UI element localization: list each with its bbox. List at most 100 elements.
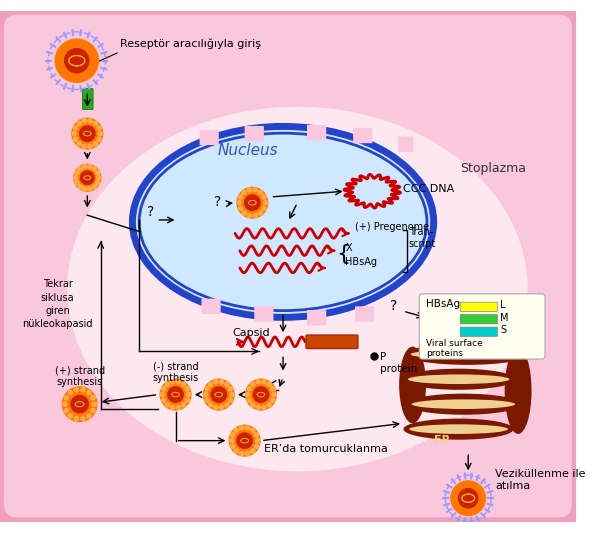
Circle shape (73, 137, 77, 141)
Text: ?: ? (147, 205, 154, 219)
Ellipse shape (409, 424, 508, 434)
Circle shape (267, 402, 271, 407)
Circle shape (253, 213, 257, 217)
FancyBboxPatch shape (254, 306, 274, 322)
Circle shape (72, 118, 103, 149)
Circle shape (182, 402, 186, 407)
Circle shape (239, 451, 244, 456)
Ellipse shape (399, 346, 426, 423)
Circle shape (214, 405, 218, 409)
Circle shape (88, 119, 92, 123)
Text: Tran-
script: Tran- script (409, 227, 436, 249)
Circle shape (229, 398, 233, 402)
Circle shape (86, 391, 91, 395)
Circle shape (92, 184, 97, 189)
Ellipse shape (410, 350, 524, 359)
Ellipse shape (67, 107, 528, 471)
Text: Viral surface
proteins: Viral surface proteins (426, 339, 483, 358)
Circle shape (205, 398, 209, 402)
Circle shape (246, 392, 250, 397)
FancyBboxPatch shape (200, 130, 219, 145)
Circle shape (247, 398, 251, 402)
Circle shape (95, 181, 100, 185)
Circle shape (82, 119, 86, 123)
Circle shape (251, 429, 255, 433)
Circle shape (91, 408, 95, 413)
Text: (+) strand
synthesis: (+) strand synthesis (55, 365, 104, 387)
Circle shape (86, 414, 91, 418)
Text: {: { (336, 244, 350, 263)
Text: ?: ? (214, 195, 221, 208)
Circle shape (259, 190, 263, 195)
Circle shape (168, 387, 183, 402)
Ellipse shape (133, 126, 434, 317)
Circle shape (72, 132, 76, 136)
Circle shape (185, 398, 190, 402)
FancyBboxPatch shape (355, 306, 374, 322)
Circle shape (229, 425, 260, 456)
Text: (-) strand
synthesis: (-) strand synthesis (152, 361, 199, 383)
Circle shape (88, 165, 92, 169)
Text: L: L (500, 300, 505, 310)
Circle shape (209, 382, 213, 386)
Circle shape (97, 137, 101, 141)
Text: ER’da tomurcuklanma: ER’da tomurcuklanma (264, 444, 388, 454)
Circle shape (220, 379, 224, 384)
Circle shape (211, 387, 226, 402)
Circle shape (68, 414, 73, 418)
Text: X: X (346, 243, 352, 253)
Circle shape (80, 126, 95, 141)
Circle shape (77, 122, 81, 126)
Circle shape (239, 426, 244, 430)
Circle shape (247, 387, 251, 391)
FancyBboxPatch shape (307, 310, 326, 326)
Circle shape (83, 165, 87, 169)
Circle shape (78, 167, 82, 171)
Circle shape (251, 402, 255, 407)
Circle shape (97, 126, 101, 130)
Circle shape (254, 444, 259, 448)
Circle shape (267, 382, 271, 386)
Circle shape (78, 184, 82, 189)
Ellipse shape (406, 394, 521, 415)
Text: Tekrar
siklusa
giren
nükleokapasid: Tekrar siklusa giren nükleokapasid (22, 279, 93, 329)
Circle shape (62, 387, 97, 422)
Circle shape (235, 449, 239, 453)
Circle shape (237, 200, 241, 205)
Circle shape (259, 211, 263, 215)
Circle shape (91, 395, 95, 400)
Circle shape (229, 387, 233, 391)
FancyBboxPatch shape (245, 126, 264, 141)
Circle shape (256, 439, 260, 443)
Circle shape (166, 402, 170, 407)
Ellipse shape (412, 399, 515, 409)
Circle shape (253, 387, 269, 402)
Circle shape (225, 382, 229, 386)
Ellipse shape (505, 348, 532, 434)
Circle shape (65, 49, 89, 73)
Circle shape (182, 382, 186, 386)
Text: M: M (500, 313, 508, 322)
Circle shape (253, 188, 257, 192)
Circle shape (170, 405, 175, 409)
Circle shape (262, 405, 266, 409)
Circle shape (74, 176, 78, 180)
Circle shape (160, 392, 164, 397)
Text: Stoplazma: Stoplazma (461, 162, 527, 175)
Circle shape (162, 398, 166, 402)
Circle shape (209, 402, 213, 407)
Circle shape (245, 426, 250, 430)
Circle shape (81, 388, 85, 392)
Circle shape (263, 200, 268, 205)
Circle shape (251, 382, 255, 386)
Circle shape (162, 387, 166, 391)
Text: Capsid: Capsid (232, 328, 270, 338)
Text: ?: ? (389, 299, 397, 313)
Circle shape (73, 126, 77, 130)
Circle shape (98, 132, 103, 136)
Circle shape (225, 402, 229, 407)
Circle shape (88, 187, 92, 191)
Circle shape (176, 405, 181, 409)
Circle shape (203, 392, 208, 397)
FancyBboxPatch shape (460, 314, 497, 324)
